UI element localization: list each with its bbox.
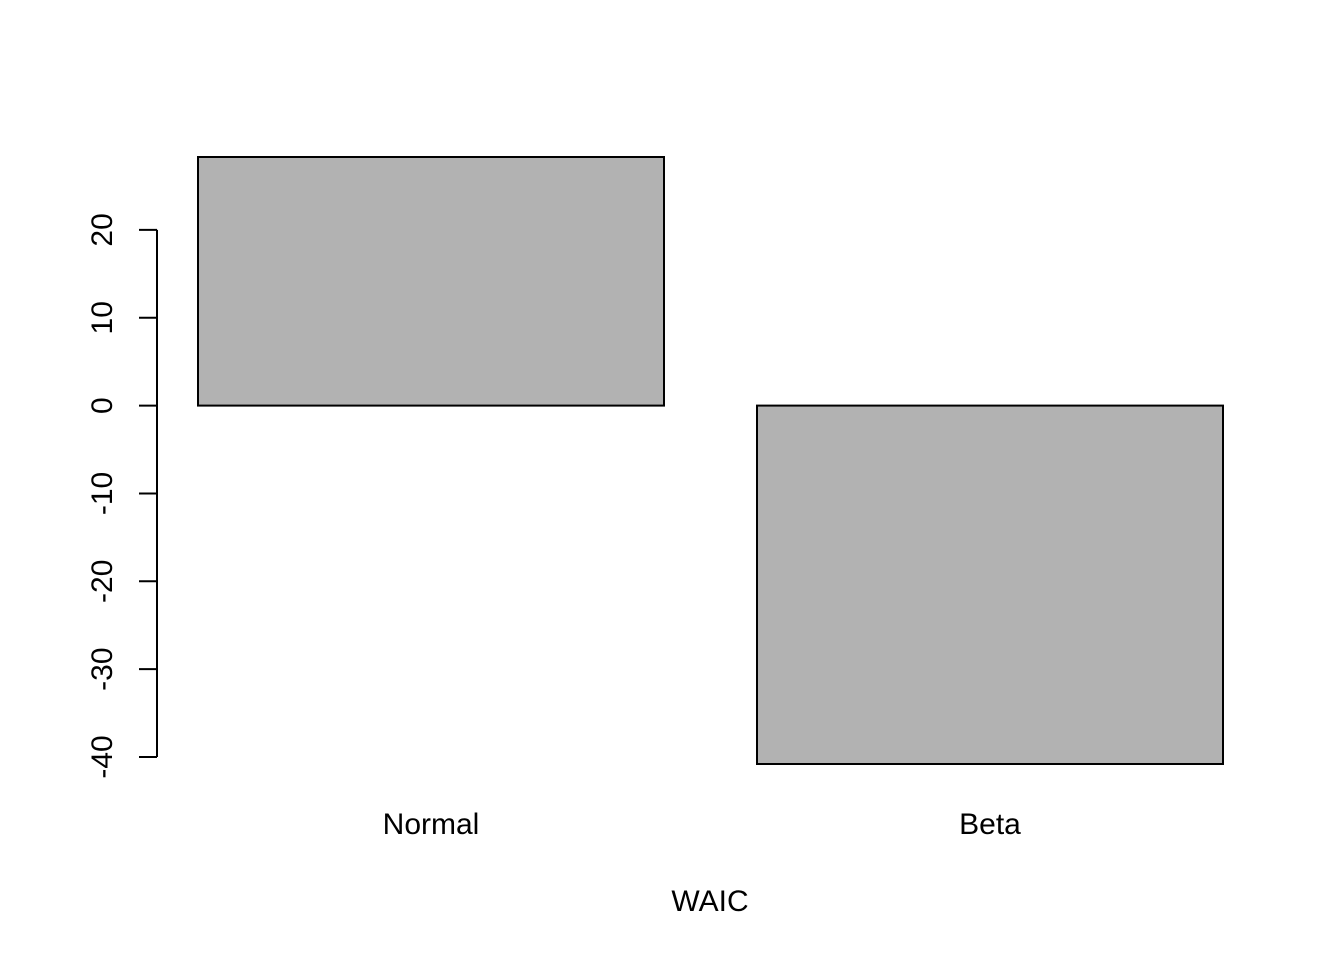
category-labels: Normal Beta bbox=[383, 808, 1022, 841]
bar-beta bbox=[756, 404, 1224, 765]
y-axis: -40 -30 -20 -10 0 10 20 bbox=[86, 213, 158, 779]
bars-group bbox=[197, 156, 1224, 765]
bar-normal bbox=[197, 156, 665, 407]
y-tick-label: 0 bbox=[86, 397, 119, 414]
y-tick-label: 20 bbox=[86, 213, 119, 246]
category-label-normal: Normal bbox=[383, 808, 480, 841]
y-tick-label: -40 bbox=[86, 735, 119, 778]
y-tick-label: -20 bbox=[86, 560, 119, 603]
y-tick-label: -10 bbox=[86, 472, 119, 515]
y-tick-label: 10 bbox=[86, 301, 119, 334]
category-label-beta: Beta bbox=[959, 808, 1021, 841]
x-axis-title: WAIC bbox=[671, 885, 748, 918]
y-tick-label: -30 bbox=[86, 647, 119, 690]
